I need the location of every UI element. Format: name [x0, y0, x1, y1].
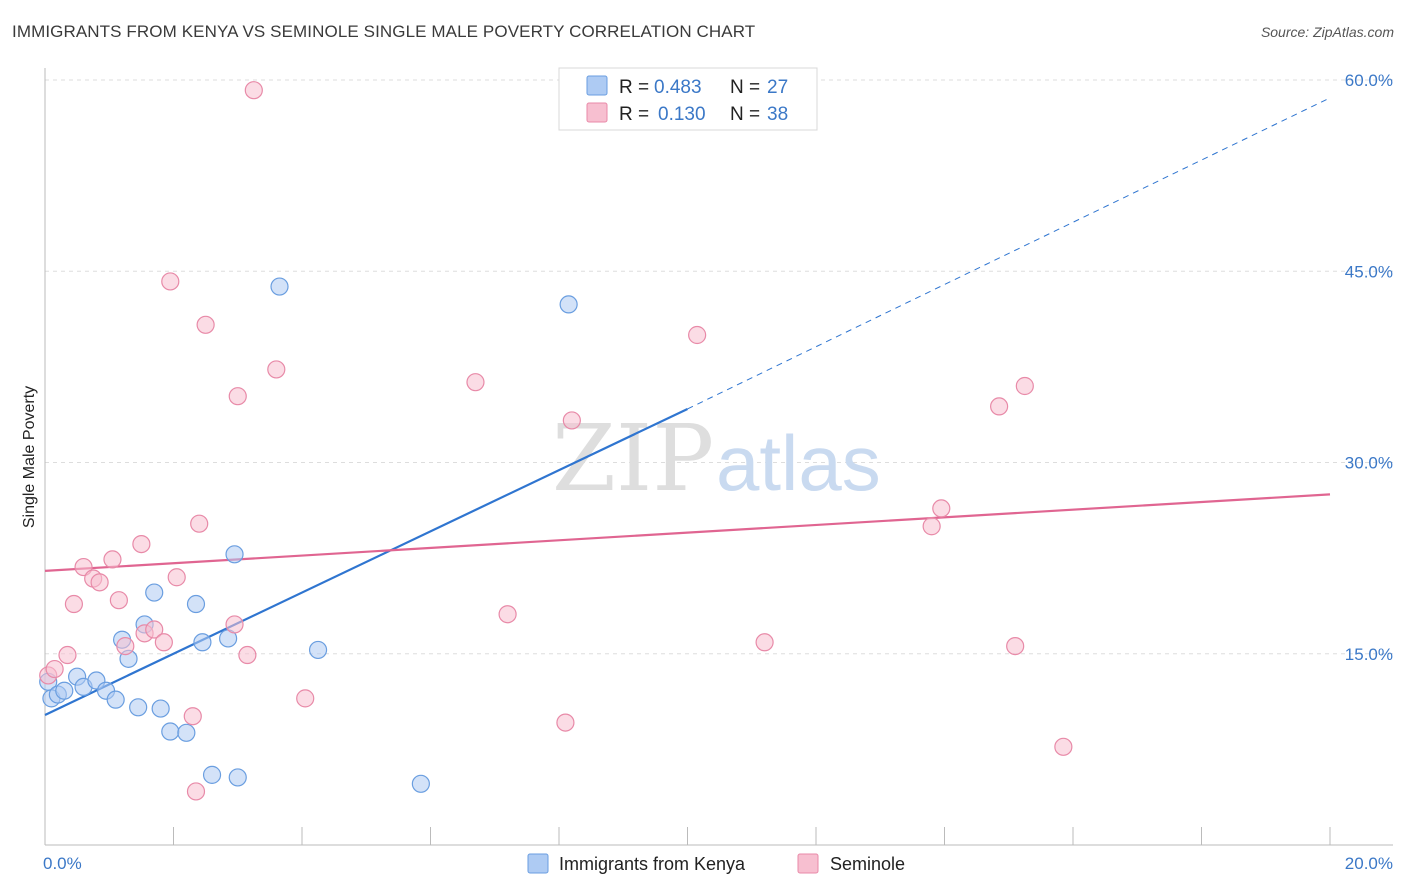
- kenya-point: [129, 698, 148, 717]
- axes: [44, 68, 1393, 846]
- watermark-atlas: atlas: [716, 419, 881, 507]
- seminole-point: [145, 620, 164, 639]
- kenya-point: [177, 723, 196, 742]
- bottom-legend-swatch-seminole: [797, 853, 819, 874]
- seminole-point: [167, 568, 186, 587]
- seminole-point: [498, 605, 517, 624]
- legend-swatch-kenya: [586, 75, 608, 96]
- kenya-point: [161, 722, 180, 741]
- kenya-point: [151, 699, 170, 718]
- seminole-point: [228, 387, 247, 406]
- bottom-legend-label-seminole: Seminole: [830, 854, 905, 874]
- seminole-point: [267, 360, 286, 379]
- kenya-point: [186, 594, 206, 614]
- seminole-point: [556, 713, 575, 732]
- y-tick-label: 60.0%: [1345, 71, 1393, 90]
- seminole-point: [161, 272, 180, 291]
- seminole-point: [296, 689, 315, 708]
- y-tick-label: 45.0%: [1345, 262, 1393, 281]
- seminole-point: [244, 81, 263, 100]
- seminole-point: [183, 707, 202, 726]
- seminole-point: [103, 550, 122, 569]
- seminole-point: [932, 499, 951, 518]
- kenya-point: [145, 583, 164, 602]
- legend-r-value-seminole: 0.130: [658, 104, 706, 125]
- kenya-trend-extension: [687, 97, 1331, 410]
- seminole-point: [90, 573, 109, 592]
- seminole-point: [45, 659, 64, 679]
- legend-r-label-kenya: R =: [619, 77, 649, 98]
- gridlines: [45, 79, 1393, 655]
- chart-title: IMMIGRANTS FROM KENYA VS SEMINOLE SINGLE…: [12, 22, 756, 41]
- legend-n-label-kenya: N =: [730, 77, 760, 98]
- bottom-legend-label-kenya: Immigrants from Kenya: [559, 854, 746, 874]
- kenya-point: [225, 545, 244, 564]
- y-tick-label: 15.0%: [1345, 645, 1393, 664]
- kenya-trend-line: [44, 407, 688, 716]
- seminole-point: [466, 373, 485, 392]
- kenya-point: [55, 681, 74, 700]
- seminole-point: [238, 645, 257, 665]
- kenya-point: [270, 277, 289, 296]
- legend-n-label-seminole: N =: [730, 104, 760, 125]
- y-axis-title: Single Male Poverty: [21, 386, 38, 528]
- data-points: [39, 81, 1073, 801]
- seminole-point: [154, 633, 173, 652]
- x-tick-label: 20.0%: [1345, 854, 1393, 873]
- seminole-point: [116, 636, 135, 656]
- seminole-point: [58, 645, 77, 665]
- bottom-legend-swatch-kenya: [527, 853, 549, 874]
- source-note: Source: ZipAtlas.com: [1260, 24, 1394, 40]
- seminole-point: [562, 411, 581, 430]
- tick-labels: 15.0% 30.0% 45.0% 60.0% 0.0% 20.0%: [43, 71, 1393, 873]
- seminole-point: [1054, 737, 1073, 756]
- kenya-point: [559, 295, 578, 314]
- trend-lines: [44, 97, 1331, 716]
- seminole-point: [225, 615, 244, 634]
- seminole-trend-line: [44, 493, 1331, 572]
- seminole-point: [990, 397, 1009, 416]
- kenya-point: [411, 774, 430, 793]
- seminole-point: [109, 591, 128, 610]
- seminole-point: [132, 534, 151, 554]
- seminole-point: [196, 315, 215, 334]
- kenya-point: [202, 765, 222, 784]
- seminole-point: [186, 782, 206, 801]
- x-tick-label: 0.0%: [43, 854, 82, 873]
- seminole-point: [64, 594, 84, 614]
- kenya-point: [106, 690, 125, 709]
- legend-r-value-kenya: 0.483: [654, 77, 702, 98]
- legend-n-value-kenya: 27: [767, 77, 788, 98]
- kenya-point: [308, 640, 328, 660]
- seminole-point: [1015, 376, 1034, 396]
- seminole-point: [1006, 636, 1025, 656]
- legend-swatch-seminole: [586, 102, 608, 123]
- seminole-point: [688, 325, 707, 345]
- kenya-point: [193, 633, 212, 652]
- seminole-point: [755, 633, 774, 652]
- seminole-point: [190, 514, 209, 533]
- top-legend: R = 0.483 N = 27 R = 0.130 N = 38: [558, 67, 818, 131]
- watermark: ZIP atlas: [552, 405, 881, 512]
- legend-r-label-seminole: R =: [619, 104, 649, 125]
- seminole-point: [922, 517, 941, 536]
- kenya-point: [228, 768, 247, 787]
- y-tick-label: 30.0%: [1345, 454, 1393, 473]
- legend-n-value-seminole: 38: [767, 104, 788, 125]
- bottom-legend: Immigrants from Kenya Seminole: [527, 853, 905, 874]
